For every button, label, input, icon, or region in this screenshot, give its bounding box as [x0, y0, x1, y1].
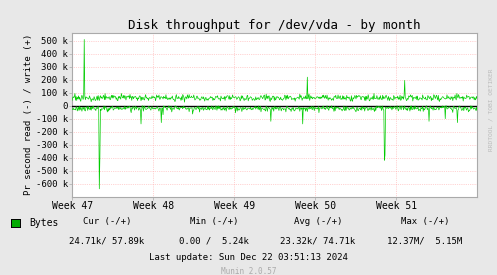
- Text: Min (-/+): Min (-/+): [189, 217, 238, 226]
- Text: 12.37M/  5.15M: 12.37M/ 5.15M: [387, 236, 463, 245]
- Text: Max (-/+): Max (-/+): [401, 217, 449, 226]
- Text: Bytes: Bytes: [29, 218, 58, 228]
- Text: Avg (-/+): Avg (-/+): [294, 217, 342, 226]
- Text: Cur (-/+): Cur (-/+): [83, 217, 131, 226]
- Text: Munin 2.0.57: Munin 2.0.57: [221, 267, 276, 275]
- Text: Last update: Sun Dec 22 03:51:13 2024: Last update: Sun Dec 22 03:51:13 2024: [149, 254, 348, 262]
- Text: 0.00 /  5.24k: 0.00 / 5.24k: [179, 236, 248, 245]
- Text: 23.32k/ 74.71k: 23.32k/ 74.71k: [280, 236, 356, 245]
- Text: RRDTOOL / TOBI OETIKER: RRDTOOL / TOBI OETIKER: [489, 69, 494, 151]
- Y-axis label: Pr second read (-) / write (+): Pr second read (-) / write (+): [24, 34, 33, 196]
- Title: Disk throughput for /dev/vda - by month: Disk throughput for /dev/vda - by month: [128, 19, 421, 32]
- Text: 24.71k/ 57.89k: 24.71k/ 57.89k: [69, 236, 145, 245]
